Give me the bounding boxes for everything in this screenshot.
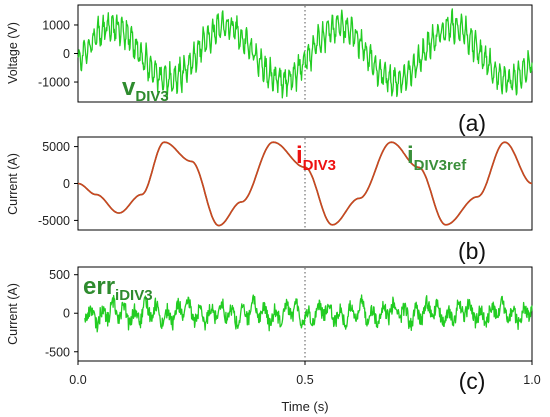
- y-tick-label: -500: [45, 345, 70, 359]
- current-y-ticks: -5000 0 5000: [38, 140, 78, 228]
- error-annotation-sub: iDIV3: [115, 287, 153, 304]
- y-tick-label: 5000: [42, 140, 70, 154]
- x-tick-label: 0.0: [69, 373, 86, 387]
- y-tick-label: 0: [63, 177, 70, 191]
- voltage-annotation-main: v: [122, 74, 136, 101]
- current-series: [77, 141, 533, 227]
- reference-annotation-main: i: [407, 142, 414, 169]
- error-y-ticks: -500 0 500: [45, 268, 78, 359]
- y-tick-label: 0: [63, 47, 70, 61]
- panel-label-b: (b): [458, 238, 486, 264]
- error-x-ticks: 0.0 0.5 1.0: [69, 361, 541, 387]
- voltage-annotation-sub: DIV3: [135, 88, 168, 105]
- series-line-b-1: [77, 141, 533, 227]
- error-annotation: erriDIV3: [83, 273, 153, 304]
- error-annotation-main: err: [83, 273, 115, 300]
- y-tick-label: -1000: [38, 76, 70, 90]
- current-y-axis-label: Current (A): [6, 153, 20, 215]
- measured-annotation-sub: DIV3: [303, 157, 336, 174]
- panel-label-a: (a): [458, 110, 486, 136]
- y-tick-label: 500: [49, 268, 70, 282]
- series-line-a-0: [77, 8, 533, 99]
- series-line-c-0: [84, 294, 533, 333]
- measured-annotation-main: i: [296, 142, 303, 169]
- voltage-series: [77, 8, 533, 99]
- y-tick-label: 0: [63, 307, 70, 321]
- voltage-panel: -1000 0 1000 Voltage (V) vDIV3 (a): [6, 4, 533, 136]
- x-tick-label: 1.0: [523, 373, 540, 387]
- voltage-annotation: vDIV3: [122, 74, 169, 105]
- x-axis-label: Time (s): [281, 399, 328, 414]
- reference-annotation-sub: DIV3ref: [414, 157, 468, 174]
- y-tick-label: 1000: [42, 18, 70, 32]
- x-tick-label: 0.5: [296, 373, 313, 387]
- voltage-y-axis-label: Voltage (V): [6, 22, 20, 84]
- error-y-axis-label: Current (A): [6, 283, 20, 345]
- voltage-y-ticks: -1000 0 1000: [38, 18, 78, 90]
- reference-current-annotation: iDIV3ref: [407, 142, 467, 174]
- measured-current-annotation: iDIV3: [296, 142, 336, 174]
- panel-label-c: (c): [459, 368, 486, 394]
- y-tick-label: -5000: [38, 214, 70, 228]
- error-series: [84, 294, 533, 333]
